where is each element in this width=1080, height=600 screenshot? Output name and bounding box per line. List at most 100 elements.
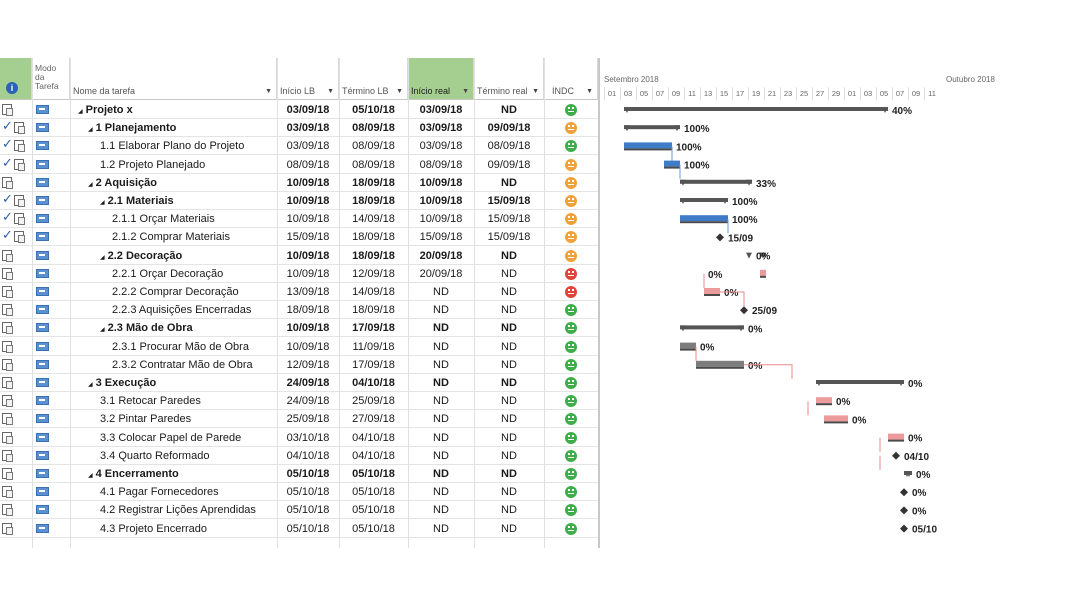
start-real-cell[interactable]: 10/09/18 <box>419 176 463 189</box>
end-real-cell[interactable]: ND <box>501 304 517 317</box>
task-row[interactable]: 3.3 Colocar Papel de Parede 03/10/18 04/10… <box>0 429 598 447</box>
end-real-cell[interactable]: ND <box>501 286 517 298</box>
dropdown-arrow-icon[interactable]: ▼ <box>586 88 593 95</box>
start-real-cell[interactable]: ND <box>433 377 449 389</box>
start-real-cell[interactable]: ND <box>433 504 449 517</box>
end-real-column-header[interactable]: Término real ▼ <box>474 58 544 100</box>
task-row[interactable]: ✓ 1.2 Projeto Planejado 08/09/18 08/09/18 08… <box>0 155 598 174</box>
start-lb-cell[interactable]: 05/10/18 <box>286 486 330 499</box>
start-lb-cell[interactable]: 18/09/18 <box>286 304 330 317</box>
end-real-cell[interactable]: ND <box>501 358 517 371</box>
task-name[interactable]: ◢ 1 Planejamento <box>88 119 272 137</box>
start-lb-cell[interactable]: 10/09/18 <box>286 213 330 226</box>
end-lb-cell[interactable]: 14/09/18 <box>352 286 395 298</box>
end-real-cell[interactable]: 15/09/18 <box>487 213 531 226</box>
start-real-cell[interactable]: 20/09/18 <box>419 249 463 262</box>
name-column-header[interactable]: Nome da tarefa ▼ <box>70 58 277 100</box>
task-row[interactable]: ◢ 3 Execução 24/09/18 04/10/18 ND ND <box>0 374 598 392</box>
start-lb-cell[interactable]: 10/09/18 <box>286 340 330 353</box>
end-lb-cell[interactable]: 12/09/18 <box>352 267 395 280</box>
task-row[interactable]: 3.4 Quarto Reformado 04/10/18 04/10/18 ND ND <box>0 447 598 465</box>
start-real-cell[interactable]: ND <box>433 431 449 444</box>
collapse-arrow-icon[interactable]: ◢ <box>78 109 83 115</box>
task-row[interactable]: 3.2 Pintar Paredes 25/09/18 27/09/18 ND ND <box>0 410 598 429</box>
task-name[interactable]: ◢ 2.2 Decoração <box>100 247 272 265</box>
end-real-cell[interactable]: ND <box>501 249 517 262</box>
collapse-arrow-icon[interactable]: ◢ <box>88 181 93 188</box>
end-real-cell[interactable]: 15/09/18 <box>487 231 531 244</box>
task-name[interactable]: 2.2.2 Comprar Decoração <box>112 283 272 301</box>
start-lb-cell[interactable]: 04/10/18 <box>286 449 330 462</box>
end-lb-cell[interactable]: 17/09/18 <box>352 322 395 335</box>
task-row[interactable]: 2.3.1 Procurar Mão de Obra 10/09/18 11/09/… <box>0 338 598 356</box>
end-real-cell[interactable]: ND <box>501 468 517 480</box>
end-lb-cell[interactable]: 04/10/18 <box>352 377 395 389</box>
task-row[interactable]: 4.2 Registrar Lições Aprendidas 05/10/18 0… <box>0 501 598 520</box>
end-lb-cell[interactable]: 05/10/18 <box>352 104 395 116</box>
task-name[interactable]: 1.1 Elaborar Plano do Projeto <box>100 137 272 155</box>
start-real-cell[interactable]: ND <box>433 486 449 499</box>
start-lb-cell[interactable]: 03/09/18 <box>286 122 330 135</box>
end-lb-cell[interactable]: 08/09/18 <box>352 140 395 153</box>
start-real-cell[interactable]: ND <box>433 449 449 462</box>
end-lb-column-header[interactable]: Término LB ▼ <box>339 58 408 100</box>
end-lb-cell[interactable]: 25/09/18 <box>352 395 395 408</box>
task-name[interactable]: 2.1.1 Orçar Materiais <box>112 210 272 228</box>
task-name[interactable]: 2.2.3 Aquisições Encerradas <box>112 301 272 319</box>
start-real-cell[interactable]: ND <box>433 522 449 535</box>
end-real-cell[interactable]: ND <box>501 504 517 517</box>
task-name[interactable]: ◢ 4 Encerramento <box>88 465 272 483</box>
task-name[interactable]: 2.3.2 Contratar Mão de Obra <box>112 356 272 374</box>
task-name[interactable]: 4.1 Pagar Fornecedores <box>100 483 272 501</box>
end-real-cell[interactable]: 15/09/18 <box>487 195 531 207</box>
mode-column-header[interactable]: Modo da Tarefa <box>32 58 70 100</box>
task-name[interactable]: 3.3 Colocar Papel de Parede <box>100 429 272 447</box>
end-real-cell[interactable]: 09/09/18 <box>487 158 531 171</box>
task-name[interactable]: 1.2 Projeto Planejado <box>100 156 272 174</box>
start-real-cell[interactable]: 08/09/18 <box>419 158 463 171</box>
task-row[interactable]: 4.3 Projeto Encerrado 05/10/18 05/10/18 ND N… <box>0 520 598 538</box>
task-name[interactable]: ◢ 2.3 Mão de Obra <box>100 319 272 337</box>
start-lb-cell[interactable]: 10/09/18 <box>286 322 330 335</box>
task-name[interactable]: 2.3.1 Procurar Mão de Obra <box>112 338 272 356</box>
end-lb-cell[interactable]: 08/09/18 <box>352 122 395 135</box>
task-row[interactable]: 2.2.3 Aquisições Encerradas 18/09/18 18/09… <box>0 301 598 320</box>
end-lb-cell[interactable]: 18/09/18 <box>352 231 395 244</box>
task-row[interactable]: ◢ 2.2 Decoração 10/09/18 18/09/18 20/09/18 ND <box>0 247 598 265</box>
task-row[interactable]: 4.1 Pagar Fornecedores 05/10/18 05/10/18 ND… <box>0 483 598 502</box>
end-real-cell[interactable]: ND <box>501 431 517 444</box>
start-lb-cell[interactable]: 08/09/18 <box>286 158 330 171</box>
start-real-cell[interactable]: 03/09/18 <box>419 122 463 135</box>
task-row[interactable]: 2.2.1 Orçar Decoração 10/09/18 12/09/18 20/… <box>0 265 598 283</box>
task-row[interactable]: ✓ 2.1.1 Orçar Materiais 10/09/18 14/09/18 10… <box>0 209 598 229</box>
end-lb-cell[interactable]: 18/09/18 <box>352 304 395 317</box>
start-lb-cell[interactable]: 10/09/18 <box>286 195 330 207</box>
task-name[interactable]: 3.2 Pintar Paredes <box>100 410 272 428</box>
start-real-cell[interactable]: 20/09/18 <box>419 267 463 280</box>
start-real-cell[interactable]: ND <box>433 468 449 480</box>
start-real-cell[interactable]: ND <box>433 358 449 371</box>
end-real-cell[interactable]: ND <box>501 522 517 535</box>
start-real-cell[interactable]: ND <box>433 413 449 426</box>
start-lb-cell[interactable]: 03/09/18 <box>286 140 330 153</box>
start-lb-cell[interactable]: 10/09/18 <box>286 267 330 280</box>
task-row[interactable]: ✓ ◢ 1 Planejamento 03/09/18 08/09/18 03/09/18… <box>0 118 598 138</box>
indicators-column-header[interactable]: i <box>0 58 32 100</box>
start-real-cell[interactable]: ND <box>433 304 449 317</box>
end-lb-cell[interactable]: 18/09/18 <box>352 195 395 207</box>
end-lb-cell[interactable]: 04/10/18 <box>352 449 395 462</box>
start-real-cell[interactable]: ND <box>433 340 449 353</box>
start-lb-cell[interactable]: 12/09/18 <box>286 358 330 371</box>
collapse-arrow-icon[interactable]: ◢ <box>88 473 93 479</box>
task-name[interactable]: 2.2.1 Orçar Decoração <box>112 265 272 283</box>
collapse-arrow-icon[interactable]: ◢ <box>100 200 105 206</box>
dropdown-arrow-icon[interactable]: ▼ <box>396 88 403 95</box>
task-name[interactable]: 4.3 Projeto Encerrado <box>100 520 272 538</box>
collapse-arrow-icon[interactable]: ◢ <box>100 254 105 261</box>
start-lb-column-header[interactable]: Início LB ▼ <box>277 58 339 100</box>
start-real-cell[interactable]: 10/09/18 <box>419 195 463 207</box>
task-row[interactable]: ◢ 4 Encerramento 05/10/18 05/10/18 ND ND <box>0 465 598 483</box>
dropdown-arrow-icon[interactable]: ▼ <box>532 88 539 95</box>
end-lb-cell[interactable]: 05/10/18 <box>352 504 395 517</box>
end-real-cell[interactable]: ND <box>501 395 517 408</box>
